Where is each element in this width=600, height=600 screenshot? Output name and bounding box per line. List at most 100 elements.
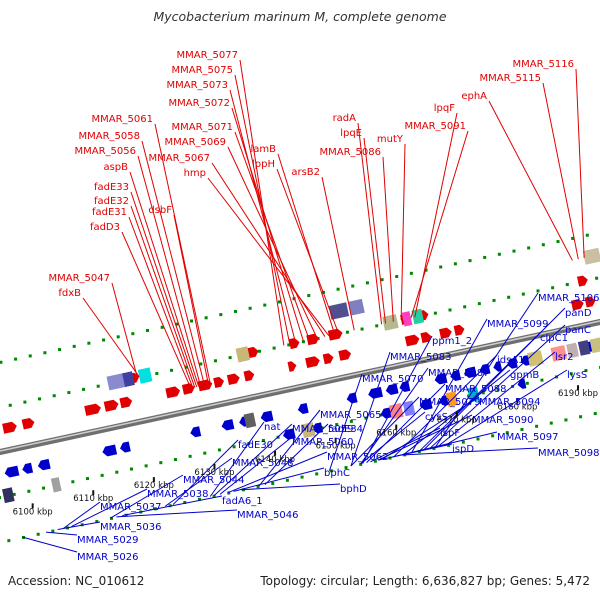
reverse-label-connector (391, 431, 498, 458)
forward-gene-arrow (119, 396, 133, 409)
track-dot (173, 458, 177, 462)
feature-box (2, 487, 15, 504)
track-dot (248, 306, 252, 310)
reverse-label-connector (219, 436, 293, 495)
gene-features (2, 247, 600, 504)
reverse-gene-arrow (464, 366, 477, 378)
track-dot (197, 497, 201, 501)
track-dot (535, 424, 539, 428)
track-dot (263, 303, 267, 307)
track-dot (27, 489, 31, 493)
forward-gene-label: lppH (252, 159, 275, 170)
track-dot (14, 357, 18, 361)
track-dot (175, 322, 179, 326)
tick-mark (455, 411, 458, 417)
track-dot (188, 454, 192, 458)
forward-gene-label: MMAR_5086 (320, 147, 382, 158)
tick-label: 6110 kbp (73, 494, 113, 504)
forward-gene-label: mutY (377, 134, 404, 145)
forward-gene-label: fadE32 (94, 196, 129, 207)
track-dot (595, 276, 599, 280)
reverse-gene-label: MMAR_5083 (390, 352, 452, 363)
track-dot (52, 394, 56, 398)
forward-label-connector (130, 205, 196, 388)
track-dot (496, 388, 500, 392)
track-dot (520, 427, 524, 431)
reverse-gene-arrow (283, 428, 296, 440)
forward-gene-arrow (439, 327, 452, 339)
forward-gene-arrow (243, 370, 255, 382)
reverse-gene-label: MMAR_5029 (77, 535, 139, 546)
reverse-label-connector (436, 351, 556, 448)
forward-gene-label: ephA (461, 91, 487, 102)
tick-label: 6160 kbp (376, 429, 416, 439)
reverse-label-connector (22, 536, 78, 553)
reverse-gene-arrow (120, 441, 131, 453)
forward-label-connector (173, 214, 209, 385)
reverse-gene-label: MMAR_5106 (538, 293, 600, 304)
reverse-label-connector (233, 467, 325, 492)
reverse-gene-label: ispF (440, 428, 460, 439)
forward-gene-label: MMAR_5047 (49, 273, 111, 284)
track-dot (86, 477, 90, 481)
forward-gene-label: MMAR_5075 (172, 65, 234, 76)
track-dot (569, 372, 573, 376)
forward-gene-label: lamB (250, 144, 276, 155)
track-dot (349, 419, 353, 423)
forward-gene-label: aspB (103, 162, 128, 173)
forward-label-connector (111, 282, 138, 378)
tick-mark (274, 450, 277, 456)
track-dot (232, 445, 236, 449)
track-dot (82, 387, 86, 391)
track-dot (409, 271, 413, 275)
track-dot (7, 539, 11, 543)
reverse-gene-label: MMAR_5026 (77, 552, 139, 563)
reverse-label-connector (362, 335, 433, 464)
track-dot (96, 384, 100, 388)
reverse-gene-label: fadE34 (328, 424, 363, 435)
track-dot (512, 249, 516, 253)
track-dot (463, 305, 467, 309)
forward-gene-label: hmp (184, 168, 206, 179)
track-dot (204, 316, 208, 320)
reverse-label-connector (264, 423, 329, 486)
reverse-gene-label: MMAR_5038 (147, 489, 209, 500)
track-dot (424, 268, 428, 272)
reverse-gene-arrow (22, 462, 34, 474)
feature-box (328, 302, 350, 320)
track-dot (417, 450, 421, 454)
forward-gene-label: arsB2 (291, 167, 320, 178)
track-dot (227, 491, 231, 495)
forward-gene-label: MMAR_5069 (165, 137, 227, 148)
track-dot (67, 391, 71, 395)
track-dot (0, 496, 2, 500)
reverse-label-connector (360, 411, 426, 465)
feature-box (582, 247, 600, 265)
forward-gene-label: fadE31 (92, 207, 127, 218)
reverse-gene-arrow (190, 426, 202, 438)
feature-box (243, 412, 257, 429)
forward-label-connector (277, 153, 336, 335)
reverse-gene-label: MMAR_5060 (292, 437, 354, 448)
forward-gene-label: MMAR_5072 (169, 98, 231, 109)
tick-mark (516, 398, 519, 404)
tick-mark (152, 477, 155, 483)
forward-label-connector (410, 130, 469, 319)
track-dot (116, 335, 120, 339)
reverse-gene-label: MMAR_5059 (292, 424, 354, 435)
forward-gene-label: MMAR_5058 (79, 131, 141, 142)
tick-label: 6140 kbp (255, 455, 295, 465)
reverse-label-connector (411, 318, 488, 454)
track-dot (203, 451, 207, 455)
track-dot (541, 243, 545, 247)
reverse-gene-arrow (419, 398, 433, 411)
feature-box (550, 345, 568, 362)
reverse-gene-label: fadE30 (238, 440, 273, 451)
reverse-gene-label: lysS (567, 370, 587, 381)
track-dot (579, 415, 583, 419)
reverse-label-connector (116, 509, 238, 518)
reverse-label-connector (122, 495, 223, 517)
reverse-gene-label: MMAR_5099 (487, 319, 549, 330)
forward-gene-label: dsbF (148, 205, 172, 216)
